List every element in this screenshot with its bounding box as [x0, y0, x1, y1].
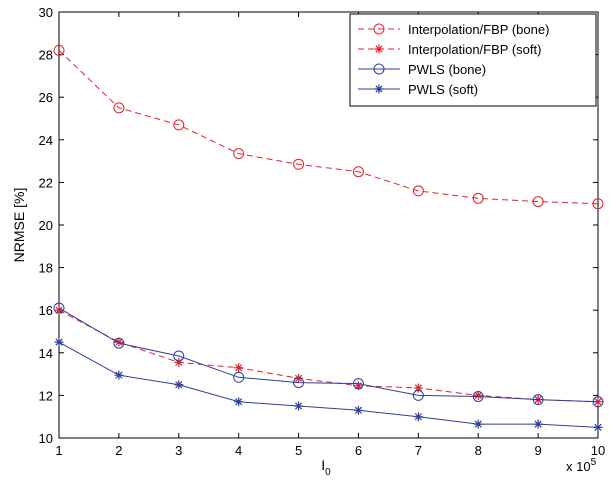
x-tick-label: 9 — [534, 443, 541, 458]
data-point — [533, 419, 543, 429]
legend-entry: PWLS (soft) — [358, 82, 478, 97]
data-point — [53, 44, 65, 56]
x-axis-label-main: I — [321, 457, 325, 473]
x-tick-label: 10 — [591, 443, 605, 458]
data-point — [532, 196, 544, 208]
data-point — [173, 119, 185, 131]
x-tick-label: 3 — [175, 443, 182, 458]
data-point — [592, 198, 604, 210]
data-point — [353, 381, 363, 391]
data-point — [233, 371, 245, 383]
legend-marker — [374, 84, 384, 94]
data-point — [353, 405, 363, 415]
x-tick-label: 5 — [295, 443, 302, 458]
series-layer — [53, 44, 604, 432]
data-point — [472, 390, 484, 402]
y-axis-label: NRMSE [%] — [11, 188, 27, 263]
y-tick-label: 12 — [39, 388, 53, 403]
series-2 — [53, 302, 604, 408]
data-point — [473, 390, 483, 400]
data-point — [294, 401, 304, 411]
data-point — [352, 378, 364, 390]
data-point — [174, 380, 184, 390]
data-point — [592, 396, 604, 408]
y-tick-label: 24 — [39, 133, 53, 148]
data-point — [113, 102, 125, 114]
data-point — [54, 305, 64, 315]
data-point — [234, 363, 244, 373]
y-tick-label: 10 — [39, 431, 53, 446]
x-tick-label: 8 — [475, 443, 482, 458]
data-point — [293, 377, 305, 389]
x-tick-label: 4 — [235, 443, 242, 458]
x-axis-multiplier-exponent: 5 — [591, 457, 597, 468]
legend-marker — [374, 44, 384, 54]
y-tick-label: 14 — [39, 346, 53, 361]
series-3 — [54, 337, 603, 432]
data-point — [413, 383, 423, 393]
legend-label: PWLS (soft) — [408, 82, 478, 97]
data-point — [54, 337, 64, 347]
series-line — [58, 307, 599, 403]
x-axis-label: I0 — [321, 457, 331, 478]
data-point — [352, 166, 364, 178]
data-point — [114, 337, 124, 347]
data-point — [413, 412, 423, 422]
data-point — [294, 373, 304, 383]
legend-entry: PWLS (bone) — [358, 62, 486, 77]
data-point — [412, 185, 424, 197]
series-line — [58, 341, 599, 428]
y-tick-label: 26 — [39, 90, 53, 105]
x-axis-multiplier-base: x 10 — [566, 459, 591, 474]
x-tick-label: 6 — [355, 443, 362, 458]
data-point — [53, 302, 65, 314]
x-tick-label: 7 — [415, 443, 422, 458]
data-point — [173, 350, 185, 362]
legend-label: PWLS (bone) — [408, 62, 486, 77]
legend-entry: Interpolation/FBP (bone) — [358, 22, 549, 37]
y-tick-label: 18 — [39, 261, 53, 276]
data-point — [593, 422, 603, 432]
y-tick-label: 16 — [39, 303, 53, 318]
series-line — [58, 49, 599, 205]
legend-entry: Interpolation/FBP (soft) — [358, 42, 541, 57]
x-axis-label-subscript: 0 — [325, 467, 331, 478]
data-point — [473, 419, 483, 429]
legend: Interpolation/FBP (bone) Interpolation/FB… — [349, 13, 597, 107]
data-point — [234, 397, 244, 407]
legend-marker — [373, 63, 385, 75]
data-point — [174, 357, 184, 367]
series-0 — [53, 44, 604, 210]
x-axis-multiplier: x 105 — [566, 457, 597, 474]
y-tick-label: 22 — [39, 175, 53, 190]
data-point — [293, 158, 305, 170]
data-point — [532, 394, 544, 406]
x-tick-label: 1 — [55, 443, 62, 458]
data-point — [114, 370, 124, 380]
data-point — [412, 389, 424, 401]
data-point — [472, 192, 484, 204]
y-tick-label: 20 — [39, 218, 53, 233]
legend-marker — [373, 23, 385, 35]
legend-label: Interpolation/FBP (bone) — [408, 22, 549, 37]
data-point — [233, 148, 245, 160]
x-tick-label: 2 — [115, 443, 122, 458]
series-line — [58, 309, 599, 403]
y-tick-label: 30 — [39, 5, 53, 20]
legend-label: Interpolation/FBP (soft) — [408, 42, 541, 57]
y-tick-label: 28 — [39, 48, 53, 63]
data-point — [113, 337, 125, 349]
